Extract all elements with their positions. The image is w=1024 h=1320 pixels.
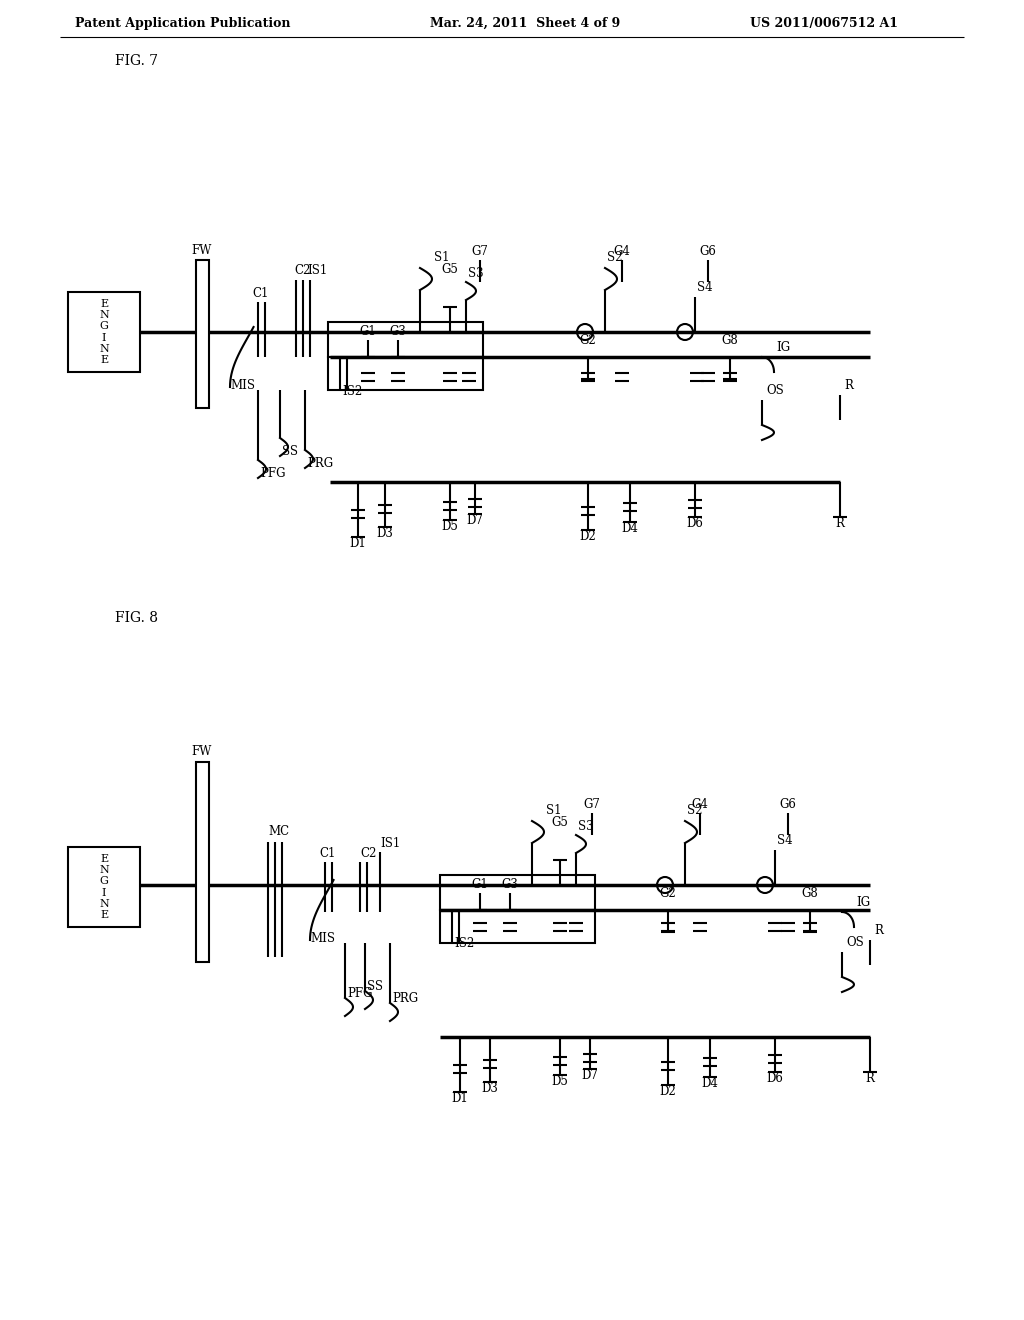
Text: PFG: PFG xyxy=(260,467,286,480)
Text: FIG. 7: FIG. 7 xyxy=(115,54,158,69)
Text: FW: FW xyxy=(191,244,212,257)
Text: IG: IG xyxy=(776,341,791,354)
Text: C2: C2 xyxy=(360,847,377,861)
Text: D2: D2 xyxy=(659,1085,677,1098)
Text: D6: D6 xyxy=(767,1072,783,1085)
Text: G1: G1 xyxy=(472,878,488,891)
Bar xyxy=(196,762,209,962)
Text: US 2011/0067512 A1: US 2011/0067512 A1 xyxy=(750,16,898,29)
Text: SS: SS xyxy=(367,979,383,993)
Bar xyxy=(328,356,483,389)
Text: G5: G5 xyxy=(552,816,568,829)
Text: PFG: PFG xyxy=(347,987,373,1001)
Text: G3: G3 xyxy=(389,325,407,338)
Text: IS1: IS1 xyxy=(307,264,328,277)
Text: C1: C1 xyxy=(253,286,269,300)
Text: D5: D5 xyxy=(552,1074,568,1088)
Bar xyxy=(440,909,595,942)
Text: S2: S2 xyxy=(687,804,702,817)
Text: S3: S3 xyxy=(468,267,483,280)
Text: D7: D7 xyxy=(582,1069,598,1082)
Text: D6: D6 xyxy=(686,517,703,531)
Text: D1: D1 xyxy=(349,537,367,550)
Text: D7: D7 xyxy=(467,513,483,527)
Bar xyxy=(68,847,140,927)
Text: G8: G8 xyxy=(802,887,818,900)
Text: G6: G6 xyxy=(779,799,797,810)
Text: IS2: IS2 xyxy=(454,937,474,950)
Text: SS: SS xyxy=(282,445,298,458)
Text: IS1: IS1 xyxy=(380,837,400,850)
Text: C1: C1 xyxy=(319,847,336,861)
Text: S2: S2 xyxy=(607,251,623,264)
Text: E
N
G
I
N
E: E N G I N E xyxy=(99,854,109,920)
Bar xyxy=(328,322,483,356)
Text: FIG. 8: FIG. 8 xyxy=(115,611,158,624)
Text: MIS: MIS xyxy=(310,932,335,945)
Text: G3: G3 xyxy=(502,878,518,891)
Text: R: R xyxy=(874,924,883,937)
Text: PRG: PRG xyxy=(392,993,418,1005)
Text: S4: S4 xyxy=(777,834,793,847)
Text: R: R xyxy=(836,517,845,531)
Text: S3: S3 xyxy=(578,820,594,833)
Text: OS: OS xyxy=(766,384,783,397)
Text: D3: D3 xyxy=(377,527,393,540)
Text: D4: D4 xyxy=(622,521,638,535)
Text: G4: G4 xyxy=(613,246,631,257)
Text: IS2: IS2 xyxy=(342,385,362,399)
Text: D3: D3 xyxy=(481,1082,499,1096)
Text: S1: S1 xyxy=(546,804,561,817)
Text: D1: D1 xyxy=(452,1092,468,1105)
Text: MIS: MIS xyxy=(230,379,255,392)
Text: MC: MC xyxy=(268,825,289,838)
Text: G5: G5 xyxy=(441,263,459,276)
Text: Mar. 24, 2011  Sheet 4 of 9: Mar. 24, 2011 Sheet 4 of 9 xyxy=(430,16,621,29)
Text: G7: G7 xyxy=(584,799,600,810)
Text: PRG: PRG xyxy=(307,457,333,470)
Text: R: R xyxy=(844,379,853,392)
Text: OS: OS xyxy=(846,936,864,949)
Text: R: R xyxy=(865,1072,874,1085)
Text: G1: G1 xyxy=(359,325,377,338)
Text: IG: IG xyxy=(856,896,870,909)
Text: S1: S1 xyxy=(434,251,450,264)
Text: D5: D5 xyxy=(441,520,459,533)
Text: G2: G2 xyxy=(659,887,677,900)
Text: C2: C2 xyxy=(294,264,310,277)
Text: Patent Application Publication: Patent Application Publication xyxy=(75,16,291,29)
Text: S4: S4 xyxy=(697,281,713,294)
Text: E
N
G
I
N
E: E N G I N E xyxy=(99,300,109,366)
Bar xyxy=(196,260,209,408)
Text: D4: D4 xyxy=(701,1077,719,1090)
Text: FW: FW xyxy=(191,744,212,758)
Text: G7: G7 xyxy=(472,246,488,257)
Text: G4: G4 xyxy=(691,799,709,810)
Bar xyxy=(68,292,140,372)
Text: G8: G8 xyxy=(722,334,738,347)
Text: G2: G2 xyxy=(580,334,596,347)
Bar xyxy=(440,875,595,909)
Text: D2: D2 xyxy=(580,531,596,543)
Text: G6: G6 xyxy=(699,246,717,257)
